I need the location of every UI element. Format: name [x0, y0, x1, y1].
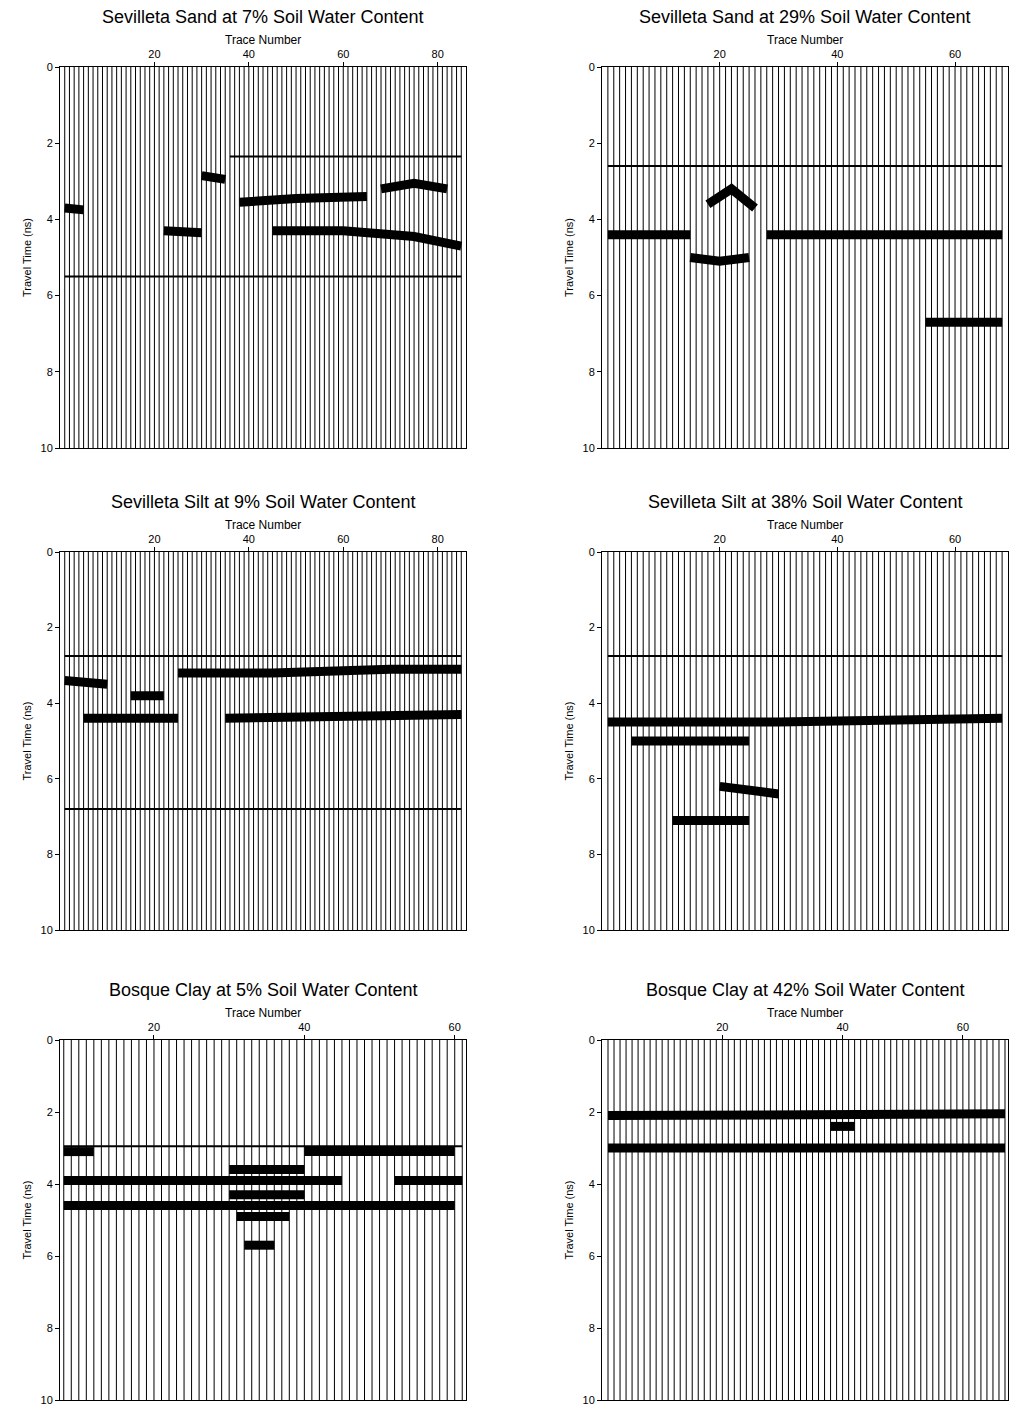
- svg-text:6: 6: [47, 289, 53, 301]
- svg-text:40: 40: [831, 48, 843, 60]
- svg-text:Trace Number: Trace Number: [225, 33, 301, 47]
- svg-text:60: 60: [337, 533, 349, 545]
- svg-text:0: 0: [589, 546, 595, 558]
- svg-text:10: 10: [41, 924, 53, 936]
- svg-text:Sevilleta Silt at 9% Soil Wate: Sevilleta Silt at 9% Soil Water Content: [111, 492, 415, 512]
- svg-text:4: 4: [47, 697, 53, 709]
- svg-text:8: 8: [589, 1322, 595, 1334]
- svg-text:Trace Number: Trace Number: [767, 33, 843, 47]
- svg-text:8: 8: [47, 1322, 53, 1334]
- svg-text:2: 2: [47, 137, 53, 149]
- svg-text:20: 20: [148, 533, 160, 545]
- svg-text:Trace Number: Trace Number: [767, 1006, 843, 1020]
- svg-text:10: 10: [41, 442, 53, 454]
- svg-text:80: 80: [432, 533, 444, 545]
- svg-text:Travel Time (ns): Travel Time (ns): [563, 218, 575, 297]
- svg-text:8: 8: [589, 366, 595, 378]
- svg-text:20: 20: [148, 48, 160, 60]
- svg-text:4: 4: [589, 1178, 595, 1190]
- svg-text:Travel Time (ns): Travel Time (ns): [21, 218, 33, 297]
- svg-text:6: 6: [47, 1250, 53, 1262]
- svg-text:2: 2: [47, 621, 53, 633]
- svg-text:10: 10: [583, 442, 595, 454]
- svg-text:40: 40: [836, 1021, 848, 1033]
- svg-text:4: 4: [589, 697, 595, 709]
- svg-text:Travel Time (ns): Travel Time (ns): [563, 1180, 575, 1259]
- svg-text:8: 8: [589, 848, 595, 860]
- svg-text:10: 10: [583, 1394, 595, 1406]
- svg-text:0: 0: [589, 1034, 595, 1046]
- svg-text:4: 4: [47, 1178, 53, 1190]
- svg-text:6: 6: [589, 289, 595, 301]
- svg-text:80: 80: [432, 48, 444, 60]
- svg-text:20: 20: [714, 533, 726, 545]
- svg-text:2: 2: [47, 1106, 53, 1118]
- svg-text:40: 40: [298, 1021, 310, 1033]
- svg-text:8: 8: [47, 848, 53, 860]
- svg-text:4: 4: [47, 213, 53, 225]
- svg-text:60: 60: [449, 1021, 461, 1033]
- svg-text:20: 20: [716, 1021, 728, 1033]
- svg-text:Travel Time (ns): Travel Time (ns): [21, 1180, 33, 1259]
- svg-text:8: 8: [47, 366, 53, 378]
- svg-text:60: 60: [949, 48, 961, 60]
- svg-text:2: 2: [589, 621, 595, 633]
- svg-text:0: 0: [47, 546, 53, 558]
- svg-text:0: 0: [589, 61, 595, 73]
- svg-text:Sevilleta Silt at 38% Soil Wat: Sevilleta Silt at 38% Soil Water Content: [648, 492, 962, 512]
- svg-text:40: 40: [243, 533, 255, 545]
- svg-text:Trace Number: Trace Number: [225, 1006, 301, 1020]
- svg-text:4: 4: [589, 213, 595, 225]
- svg-text:2: 2: [589, 137, 595, 149]
- svg-text:Travel Time (ns): Travel Time (ns): [563, 701, 575, 780]
- svg-text:0: 0: [47, 1034, 53, 1046]
- svg-text:60: 60: [957, 1021, 969, 1033]
- svg-text:Trace Number: Trace Number: [225, 518, 301, 532]
- svg-text:40: 40: [831, 533, 843, 545]
- svg-text:Sevilleta Sand at 29% Soil Wat: Sevilleta Sand at 29% Soil Water Content: [639, 7, 971, 27]
- svg-text:60: 60: [337, 48, 349, 60]
- svg-text:Bosque Clay at 42% Soil Water: Bosque Clay at 42% Soil Water Content: [646, 980, 965, 1000]
- svg-text:Bosque Clay at 5% Soil Water C: Bosque Clay at 5% Soil Water Content: [109, 980, 418, 1000]
- svg-text:Travel Time (ns): Travel Time (ns): [21, 701, 33, 780]
- svg-text:60: 60: [949, 533, 961, 545]
- svg-text:Trace Number: Trace Number: [767, 518, 843, 532]
- svg-text:6: 6: [589, 1250, 595, 1262]
- svg-text:Sevilleta Sand at 7% Soil Wate: Sevilleta Sand at 7% Soil Water Content: [102, 7, 424, 27]
- svg-text:10: 10: [41, 1394, 53, 1406]
- svg-text:20: 20: [148, 1021, 160, 1033]
- svg-text:40: 40: [243, 48, 255, 60]
- svg-text:20: 20: [714, 48, 726, 60]
- svg-text:2: 2: [589, 1106, 595, 1118]
- svg-text:6: 6: [589, 773, 595, 785]
- svg-text:6: 6: [47, 773, 53, 785]
- svg-text:10: 10: [583, 924, 595, 936]
- svg-text:0: 0: [47, 61, 53, 73]
